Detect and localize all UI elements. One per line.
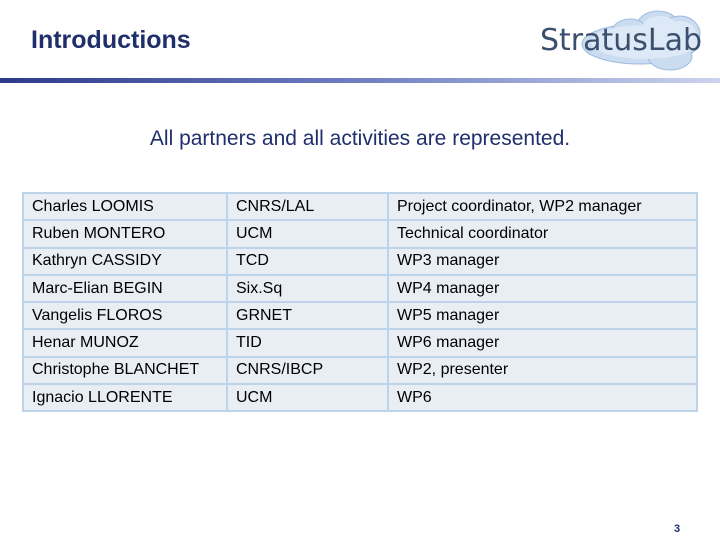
table-cell: Six.Sq [226,273,389,304]
table-cell: Ruben MONTERO [22,219,228,249]
partners-table: Charles LOOMIS CNRS/LAL Project coordinato… [22,191,698,413]
table-cell: UCM [226,219,389,249]
table-cell: WP5 manager [387,301,698,331]
table-row: Charles LOOMIS CNRS/LAL Project coordinato… [22,191,698,222]
table-cell: WP4 manager [387,273,698,304]
slide-title: Introductions [31,26,191,54]
table-cell: Charles LOOMIS [22,191,228,222]
table-cell: CNRS/IBCP [226,355,389,386]
table-cell: WP3 manager [387,246,698,276]
table-row: Henar MUNOZ TID WP6 manager [22,328,698,358]
page-number: 3 [674,523,681,535]
table-cell: Ignacio LLORENTE [22,383,228,413]
table-cell: Henar MUNOZ [22,328,228,358]
table-row: Christophe BLANCHET CNRS/IBCP WP2, present… [22,355,698,386]
table-row: Ignacio LLORENTE UCM WP6 [22,383,698,413]
table-cell: WP6 [387,383,698,413]
table-cell: Technical coordinator [387,219,698,249]
table-cell: GRNET [226,301,389,331]
table-cell: Vangelis FLOROS [22,301,228,331]
table-row: Kathryn CASSIDY TCD WP3 manager [22,246,698,276]
table-cell: TCD [226,246,389,276]
logo-text: StratusLab [540,23,702,58]
header-rule [0,78,720,83]
table-row: Vangelis FLOROS GRNET WP5 manager [22,301,698,331]
table-cell: WP2, presenter [387,355,698,386]
table-cell: UCM [226,383,389,413]
table-cell: Project coordinator, WP2 manager [387,191,698,222]
table-cell: TID [226,328,389,358]
logo: StratusLab [540,10,702,71]
table-cell: Marc-Elian BEGIN [22,273,228,304]
table-cell: Christophe BLANCHET [22,355,228,386]
table-cell: Kathryn CASSIDY [22,246,228,276]
table-cell: CNRS/LAL [226,191,389,222]
subtitle: All partners and all activities are repr… [149,127,571,150]
table-cell: WP6 manager [387,328,698,358]
table-row: Ruben MONTERO UCM Technical coordinator [22,219,698,249]
table-row: Marc-Elian BEGIN Six.Sq WP4 manager [22,273,698,304]
